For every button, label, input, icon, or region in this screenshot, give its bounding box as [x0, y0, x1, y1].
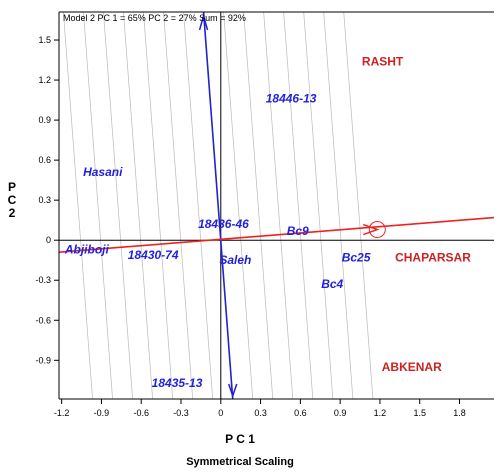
pc-vectors — [59, 12, 494, 399]
contour-lines — [63, 12, 374, 399]
x-axis-ticks: -1.2 -0.9 -0.6 -0.3 0 0.3 0.6 0.9 1.2 1.5 1.8 — [54, 399, 466, 418]
contour-line — [223, 12, 254, 399]
x-tick-label: -0.3 — [173, 408, 189, 418]
environment-label: CHAPARSAR — [395, 251, 471, 265]
x-tick-label: -0.6 — [133, 408, 149, 418]
contour-line — [163, 12, 194, 399]
x-tick-label: -0.9 — [94, 408, 110, 418]
y-tick-label: 0.6 — [38, 155, 51, 165]
genotype-label: Abjiboji — [64, 243, 110, 257]
x-tick-label: 0.9 — [334, 408, 347, 418]
y-tick-label: -0.9 — [35, 355, 51, 365]
genotype-label: Bc25 — [342, 251, 371, 265]
x-tick-label: 1.8 — [453, 408, 466, 418]
environment-label: RASHT — [362, 54, 404, 68]
x-tick-label: 0.3 — [254, 408, 267, 418]
genotype-label: 18446-13 — [266, 92, 317, 106]
plot-frame — [58, 11, 494, 400]
x-tick-label: 1.2 — [374, 408, 387, 418]
genotype-label: 18436-46 — [198, 217, 249, 231]
contour-line — [263, 12, 294, 399]
contour-line — [243, 12, 274, 399]
contour-line — [183, 12, 214, 399]
y-axis-title-line-3: 2 — [9, 206, 16, 220]
x-axis-title: P C 1 — [225, 432, 255, 446]
genotype-label: Hasani — [83, 165, 123, 179]
contour-line — [283, 12, 314, 399]
contour-line — [103, 12, 133, 399]
y-tick-label: 0.9 — [38, 115, 51, 125]
average-environment-circle — [368, 221, 386, 239]
genotype-label: 18430-74 — [128, 248, 179, 262]
contour-line — [303, 12, 334, 399]
y-axis-title-line-2: C — [8, 193, 17, 207]
y-tick-label: 1.2 — [38, 75, 51, 85]
chart-subtitle: Symmetrical Scaling — [186, 456, 294, 468]
y-tick-label: -0.6 — [35, 315, 51, 325]
contour-line — [343, 12, 374, 399]
genotype-label: 18435-13 — [152, 376, 203, 390]
y-axis-ticks: -0.9 -0.6 -0.3 0 0.3 0.6 0.9 1.2 1.5 — [35, 35, 59, 365]
y-tick-label: 0.3 — [38, 195, 51, 205]
genotype-label: Bc9 — [287, 224, 309, 238]
genotype-label: Bc4 — [321, 277, 343, 291]
x-tick-label: -1.2 — [54, 408, 70, 418]
contour-line — [323, 12, 354, 399]
y-tick-label: 0 — [46, 235, 51, 245]
x-tick-label: 0 — [218, 408, 223, 418]
environment-labels: RASHT CHAPARSAR ABKENAR — [362, 54, 471, 374]
genotype-labels: 18446-13 Hasani 18436-46 Bc9 Abjiboji 18430-7… — [64, 92, 371, 390]
blue-arrowhead-bottom — [228, 383, 238, 399]
y-axis-title-line-1: P — [8, 180, 16, 194]
environment-label: ABKENAR — [382, 360, 442, 374]
contour-line — [63, 12, 93, 399]
blue-pc-vector — [202, 12, 234, 399]
chart-title: Model 2 PC 1 = 65% PC 2 = 27% Sum = 92% — [63, 13, 246, 23]
contour-line — [143, 12, 174, 399]
blue-arrowhead-top — [198, 13, 209, 31]
contour-line — [83, 12, 113, 399]
y-tick-label: -0.3 — [35, 275, 51, 285]
x-tick-label: 0.6 — [294, 408, 307, 418]
y-tick-label: 1.5 — [38, 35, 51, 45]
red-pc-vector — [59, 216, 494, 254]
zero-axes — [59, 12, 494, 399]
red-arrowhead — [363, 223, 380, 236]
genotype-label: Saleh — [219, 253, 251, 267]
x-tick-label: 1.5 — [413, 408, 426, 418]
contour-line — [123, 12, 153, 399]
